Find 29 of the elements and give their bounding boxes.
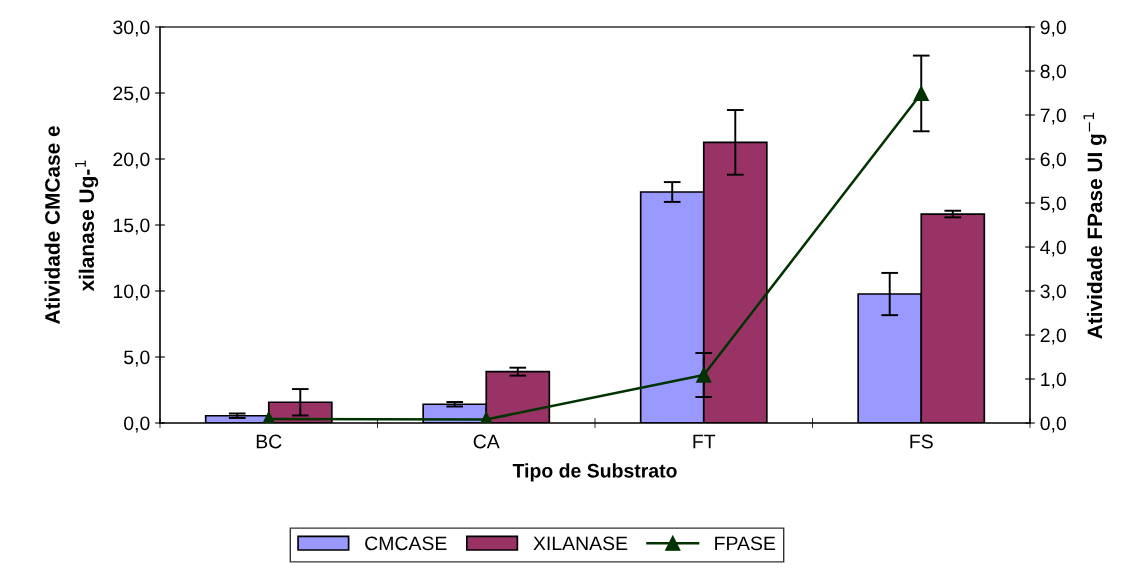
legend-label: CMCASE	[365, 536, 447, 551]
y-tick-label: 0,0	[124, 416, 150, 433]
y2-axis-title: Atividade FPase UI g$^{−1}$	[1083, 112, 1107, 339]
y2-tick-label: 2,0	[1040, 328, 1066, 345]
x-axis-title: Tipo de Substrato	[512, 463, 677, 482]
y-tick-label: 15,0	[113, 218, 150, 235]
y2-tick-label: 0,0	[1040, 416, 1066, 433]
point	[696, 367, 712, 383]
y-tick-label: 30,0	[113, 20, 150, 37]
y-tick-label: 20,0	[113, 152, 150, 169]
y-tick-label: 10,0	[113, 284, 150, 301]
y2-tick-label: 7,0	[1040, 108, 1066, 125]
x-tick-label: CA	[473, 434, 500, 449]
y2-tick-label: 6,0	[1040, 152, 1066, 169]
y2-tick-label: 8,0	[1040, 64, 1066, 81]
legend-label: FPASE	[715, 536, 776, 551]
y2-tick-label: 5,0	[1040, 196, 1066, 213]
y-axis-title: Atividade CMCase e xilanase Ug-$^{1}$	[44, 126, 99, 325]
legend-label: XILANASE	[533, 536, 628, 551]
y2-tick-label: 9,0	[1040, 20, 1066, 37]
x-tick-label: BC	[256, 434, 282, 449]
y2-tick-label: 1,0	[1041, 372, 1066, 389]
y2-tick-label: 3,0	[1040, 284, 1066, 301]
y-tick-label: 5,0	[124, 350, 150, 367]
y2-tick-label: 4,0	[1040, 240, 1066, 257]
y-tick-label: 25,0	[113, 86, 150, 103]
x-tick-label: FS	[910, 434, 933, 449]
x-tick-label: FT	[693, 434, 716, 449]
point	[913, 85, 929, 102]
